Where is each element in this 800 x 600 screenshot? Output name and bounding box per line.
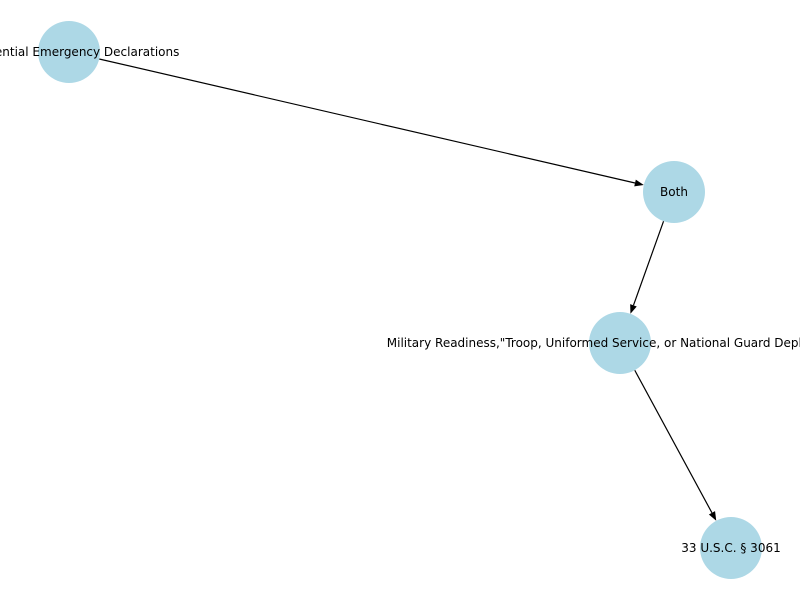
node-label: Military Readiness,"Troop, Uniformed Ser… <box>387 336 800 350</box>
edge-n3-n4 <box>634 369 717 521</box>
node-circle <box>700 517 762 579</box>
edge-line <box>99 58 636 184</box>
edge-line <box>632 220 665 306</box>
node-33-usc-3061: 33 U.S.C. § 3061 <box>681 517 781 579</box>
node-circle <box>589 312 651 374</box>
edge-line <box>634 369 713 514</box>
edges-layer <box>99 58 717 521</box>
node-presidential-emergency-declarations: Presidential Emergency Declarations <box>0 21 179 83</box>
edge-arrowhead <box>630 304 637 314</box>
node-both: Both <box>643 161 705 223</box>
node-label: 33 U.S.C. § 3061 <box>681 541 780 555</box>
node-label: Presidential Emergency Declarations <box>0 45 179 59</box>
node-military-readiness: Military Readiness,"Troop, Uniformed Ser… <box>387 312 800 374</box>
edge-n2-n3 <box>630 220 665 314</box>
node-circle <box>643 161 705 223</box>
edge-n1-n2 <box>99 58 644 187</box>
edge-arrowhead <box>634 179 644 187</box>
edge-arrowhead <box>708 511 717 521</box>
node-circle <box>38 21 100 83</box>
node-label: Both <box>660 185 688 199</box>
nodes-layer: Presidential Emergency Declarations Both… <box>0 21 800 579</box>
